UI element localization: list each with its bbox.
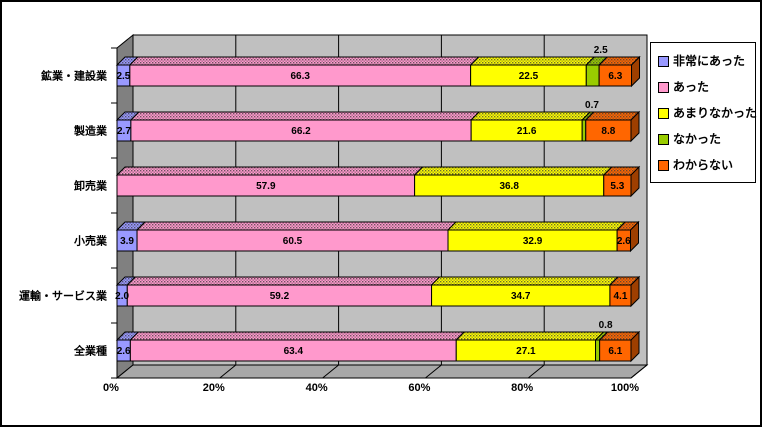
legend-swatch-icon: [658, 159, 669, 171]
bar-segment: [598, 64, 633, 87]
bar-top-face: [135, 221, 458, 231]
value-label: 0.7: [585, 100, 599, 111]
value-label: 57.9: [256, 181, 276, 192]
legend-item: 非常にあった: [658, 48, 753, 74]
bar-top-face: [413, 166, 613, 176]
value-label: 2.7: [117, 126, 131, 137]
category-label: 製造業: [73, 124, 108, 138]
bar-segment: [595, 339, 601, 362]
bar-segment: [616, 229, 631, 252]
value-label: 4.1: [614, 291, 628, 302]
floor-tick: [630, 364, 648, 379]
legend-swatch-icon: [658, 55, 669, 67]
bar-top-face: [446, 221, 627, 231]
legend-swatch-icon: [658, 81, 669, 93]
plot-back-wall: [132, 34, 648, 366]
value-label: 66.3: [291, 71, 311, 82]
legend-item: あった: [658, 74, 753, 100]
bar-top-face: [128, 56, 480, 66]
x-axis-label: 60%: [408, 382, 430, 394]
category-label: 全業種: [73, 344, 107, 358]
x-axis-label: 20%: [203, 382, 225, 394]
x-axis-label: 40%: [306, 382, 328, 394]
legend-label: わからない: [673, 158, 734, 172]
floor: [115, 364, 649, 379]
category-label: 運輸・サービス業: [19, 289, 108, 303]
floor-tick: [527, 364, 545, 379]
x-axis-label: 100%: [611, 382, 639, 394]
value-label: 5.3: [610, 181, 624, 192]
value-label: 66.2: [291, 126, 311, 137]
legend: 非常にあった あった あまりなかった なかった わからない: [650, 42, 757, 183]
bar-segment: [585, 64, 600, 87]
x-axis-label: 80%: [511, 382, 533, 394]
value-label: 32.9: [523, 236, 543, 247]
legend-swatch-icon: [658, 107, 669, 119]
value-label: 3.9: [120, 236, 134, 247]
value-label: 2.5: [116, 71, 130, 82]
bar-top-face: [455, 331, 605, 341]
legend-label: なかった: [673, 132, 722, 146]
bar-top-face: [126, 276, 441, 286]
value-label: 6.1: [608, 346, 622, 357]
value-label: 34.7: [511, 291, 531, 302]
legend-label: あった: [673, 80, 710, 94]
legend-item: あまりなかった: [658, 100, 757, 126]
legend-item: わからない: [658, 152, 753, 178]
value-label: 21.6: [517, 126, 537, 137]
bar-segment: [599, 339, 632, 362]
value-label: 63.4: [284, 346, 304, 357]
value-label: 6.3: [608, 71, 622, 82]
bar-top-face: [469, 111, 592, 121]
value-label: 0.8: [599, 320, 613, 331]
floor-tick: [425, 364, 442, 379]
legend-swatch-icon: [658, 133, 669, 145]
value-label: 36.8: [499, 181, 519, 192]
floor-tick: [322, 364, 339, 379]
legend-label: あまりなかった: [673, 106, 758, 120]
bar-segment: [603, 174, 632, 197]
bar-top-face: [115, 166, 424, 176]
value-label: 2.0: [115, 291, 129, 302]
value-label: 59.2: [270, 291, 290, 302]
bar-segment: [609, 284, 632, 307]
bar-segment: [581, 119, 587, 142]
value-label: 2.5: [594, 45, 608, 56]
value-label: 2.6: [617, 236, 631, 247]
floor-tick: [219, 364, 237, 379]
category-label: 小売業: [73, 234, 108, 248]
legend-label: 非常にあった: [673, 54, 746, 68]
category-label: 鉱業・建設業: [41, 69, 108, 83]
value-label: 8.8: [601, 126, 615, 137]
value-label: 2.6: [117, 346, 131, 357]
value-label: 27.1: [516, 346, 536, 357]
bar-top-face: [129, 111, 481, 121]
category-label: 卸売業: [74, 179, 108, 193]
bar-top-face: [584, 111, 641, 121]
bar-top-face: [430, 276, 620, 286]
value-label: 22.5: [519, 71, 539, 82]
bar-segment: [585, 119, 632, 142]
value-label: 60.5: [283, 236, 303, 247]
bar-top-face: [129, 331, 466, 341]
legend-item: なかった: [658, 126, 753, 152]
x-axis-label: 0%: [103, 382, 119, 394]
bar-top-face: [469, 56, 596, 66]
